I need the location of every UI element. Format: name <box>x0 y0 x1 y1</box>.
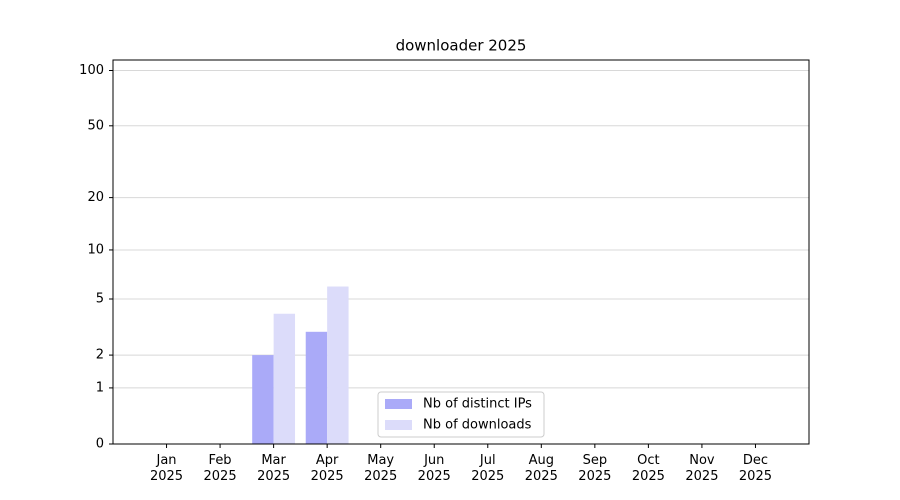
y-tick-label: 2 <box>96 348 104 363</box>
legend-label: Nb of downloads <box>423 418 532 433</box>
bar <box>327 286 349 444</box>
legend-box <box>377 391 545 438</box>
x-tick-label: Feb 2025 <box>203 453 237 484</box>
chart-title: downloader 2025 <box>396 37 527 55</box>
bar <box>273 313 296 444</box>
legend-label: Nb of distinct IPs <box>423 397 532 412</box>
x-tick-label: Dec 2025 <box>738 453 772 484</box>
x-tick-label: Oct 2025 <box>631 453 665 484</box>
bar <box>252 355 274 444</box>
x-tick-label: Aug 2025 <box>524 453 558 484</box>
y-tick-label: 20 <box>87 190 104 205</box>
legend-swatch <box>385 399 412 409</box>
y-tick-label: 10 <box>87 242 104 257</box>
x-tick-label: Jul 2025 <box>471 453 505 484</box>
x-tick-label: Mar 2025 <box>257 453 291 484</box>
bar <box>305 331 328 444</box>
x-tick-label: May 2025 <box>364 453 398 484</box>
legend: Nb of distinct IPs Nb of downloads <box>377 391 545 438</box>
x-tick-label: Sep 2025 <box>578 453 612 484</box>
x-tick-label: Apr 2025 <box>310 453 344 484</box>
y-tick-label: 100 <box>79 63 104 78</box>
y-tick-label: 5 <box>96 291 104 306</box>
x-tick-label: Nov 2025 <box>685 453 719 484</box>
y-tick-label: 1 <box>96 380 104 395</box>
x-tick-label: Jan 2025 <box>149 453 184 484</box>
plot-frame <box>112 59 810 445</box>
x-tick-label: Jun 2025 <box>417 453 451 484</box>
legend-swatch <box>385 420 412 430</box>
y-tick-label: 0 <box>96 437 104 452</box>
y-tick-label: 50 <box>87 118 104 133</box>
